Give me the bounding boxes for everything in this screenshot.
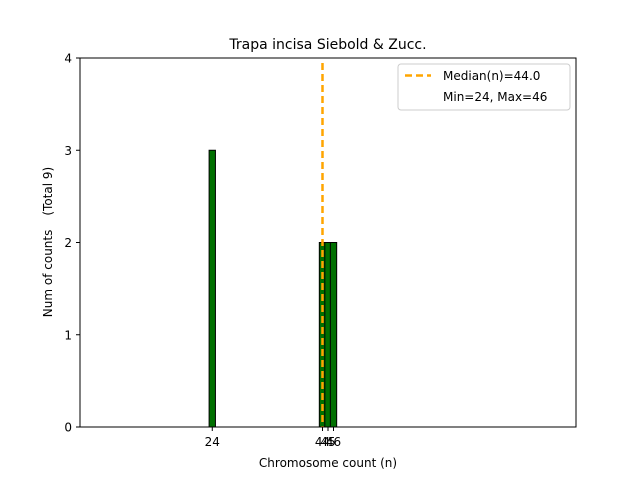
y-tick-label-1: 1	[64, 328, 72, 342]
x-tick-label-45: 45	[320, 435, 335, 449]
bar-24	[208, 149, 216, 428]
legend: Median(n)=44.0 Min=24, Max=46	[397, 63, 571, 111]
y-tick-label-4: 4	[64, 52, 72, 66]
x-tick-label-46: 46	[326, 435, 341, 449]
y-axis-label: Num of counts (Total 9)	[41, 167, 55, 317]
y-tick-label-3: 3	[64, 144, 72, 158]
chart-title: Trapa incisa Siebold & Zucc.	[228, 37, 426, 53]
y-tick-label-2: 2	[64, 236, 72, 250]
y-tick-label-0: 0	[64, 421, 72, 435]
bar-46	[329, 242, 338, 428]
y-axis-label-main: Num of counts	[41, 230, 55, 318]
legend-median-label: Median(n)=44.0	[443, 69, 540, 83]
y-ticks: 0 1 2 3 4	[64, 52, 80, 435]
bars-group	[208, 149, 338, 428]
legend-box	[397, 63, 571, 111]
x-axis-label: Chromosome count (n)	[259, 456, 397, 470]
y-axis-label-total: (Total 9)	[41, 167, 55, 216]
legend-minmax-label: Min=24, Max=46	[443, 90, 547, 104]
x-tick-label-44: 44	[315, 435, 330, 449]
x-tick-label-24: 24	[205, 435, 220, 449]
